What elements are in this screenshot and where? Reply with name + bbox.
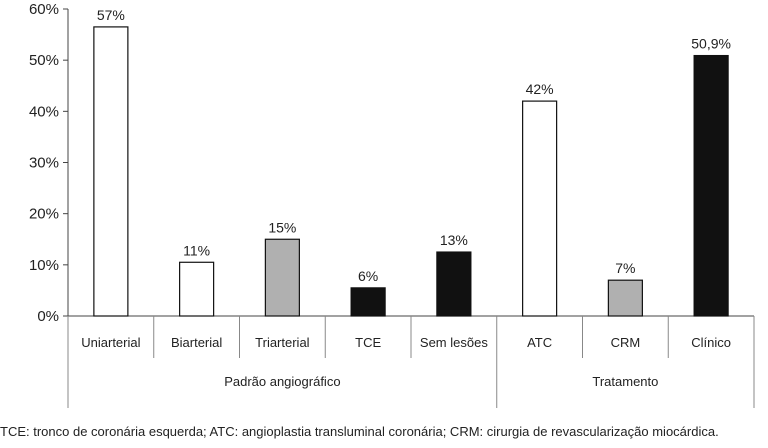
group-label: Tratamento	[592, 374, 658, 389]
bar	[350, 287, 386, 317]
bars	[93, 26, 729, 317]
y-tick-label: 30%	[29, 155, 59, 172]
labels: 0% 10% 20% 30% 40% 50% 60% 57% Uniarterial 11% Bia…	[29, 1, 731, 389]
category-label: Triarterial	[255, 335, 310, 350]
group-label: Padrão angiográfico	[224, 374, 340, 389]
data-label: 6%	[358, 268, 378, 284]
category-label: Clínico	[691, 335, 731, 350]
data-label: 15%	[268, 219, 296, 235]
bar	[179, 261, 215, 317]
category-label: ATC	[527, 335, 552, 350]
bar	[93, 26, 129, 317]
category-label: Sem lesões	[420, 335, 488, 350]
category-label: CRM	[611, 335, 641, 350]
y-tick-label: 0%	[37, 308, 59, 325]
category-label: Biarterial	[171, 335, 222, 350]
y-tick-label: 10%	[29, 257, 59, 274]
data-label: 42%	[526, 81, 554, 97]
y-tick-label: 50%	[29, 52, 59, 69]
y-tick-label: 40%	[29, 103, 59, 120]
axes	[63, 8, 755, 408]
bar	[264, 238, 300, 317]
y-tick-label: 60%	[29, 1, 59, 18]
y-tick-label: 20%	[29, 206, 59, 223]
figure-caption: TCE: tronco de coronária esquerda; ATC: …	[0, 424, 719, 439]
bar	[607, 279, 643, 317]
bar	[522, 100, 558, 317]
data-label: 50,9%	[691, 36, 731, 52]
data-label: 11%	[183, 242, 210, 258]
data-label: 57%	[97, 7, 125, 23]
data-label: 13%	[440, 232, 468, 248]
bar	[436, 251, 472, 317]
bar-chart: 0% 10% 20% 30% 40% 50% 60% 57% Uniarterial 11% Bia…	[29, 1, 755, 408]
category-label: Uniarterial	[81, 335, 140, 350]
category-label: TCE	[355, 335, 381, 350]
data-label: 7%	[615, 260, 635, 276]
bar	[693, 54, 729, 317]
